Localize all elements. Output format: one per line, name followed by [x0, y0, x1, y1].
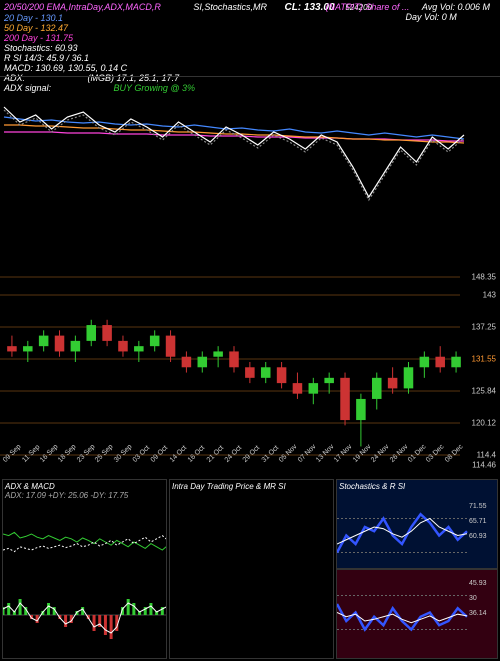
svg-text:65.71: 65.71: [469, 518, 487, 525]
company-name: (NATPIT) Share of ...: [326, 2, 410, 12]
stochastics-panel[interactable]: Stochastics & R SI 71.55 65.71 60.93 45.93…: [336, 479, 498, 659]
adx-macd-title: ADX & MACD: [5, 482, 164, 491]
adx-macd-subtitle: ADX: 17.09 +DY: 25.06 -DY: 17.75: [5, 491, 164, 500]
intraday-title: Intra Day Trading Price & MR SI: [170, 480, 333, 493]
main-price-chart[interactable]: 148.35143137.25131.55125.84120.12114.411…: [0, 76, 500, 457]
svg-text:36.14: 36.14: [469, 610, 487, 617]
stoch-title: Stochastics & R SI: [337, 480, 497, 493]
close-label: CL:: [284, 2, 301, 13]
price-axis: 148.35143137.25131.55125.84120.12114.411…: [458, 77, 498, 457]
avg-vol-value: 0.006 M: [457, 2, 490, 12]
adx-macd-panel[interactable]: ADX & MACD ADX: 17.09 +DY: 25.06 -DY: 17…: [2, 479, 167, 659]
indicators-list-2: SI,Stochastics,MR: [193, 2, 267, 12]
intraday-panel[interactable]: Intra Day Trading Price & MR SI: [169, 479, 334, 659]
indicators-list-1: 20/50/200 EMA,IntraDay,ADX,MACD,R: [4, 2, 161, 12]
ema-50: 50 Day - 132.47: [4, 23, 496, 33]
svg-text:45.93: 45.93: [469, 580, 487, 587]
svg-text:60.93: 60.93: [469, 533, 487, 540]
header-info: 20/50/200 EMA,IntraDay,ADX,MACD,R SI,Sto…: [0, 0, 500, 76]
svg-text:71.55: 71.55: [469, 503, 487, 510]
macd: MACD: 130.69, 130.55, 0.14 C: [4, 63, 496, 73]
day-vol-label: Day Vol:: [406, 12, 440, 22]
date-axis: 09 Sep11 Sep16 Sep18 Sep23 Sep25 Sep30 S…: [0, 457, 500, 477]
ema-200: 200 Day - 131.75: [4, 33, 496, 43]
svg-text:30: 30: [469, 595, 477, 602]
indicator-panels: ADX & MACD ADX: 17.09 +DY: 25.06 -DY: 17…: [0, 477, 500, 661]
day-vol-value: 0 M: [442, 12, 457, 22]
avg-vol-label: Avg Vol:: [422, 2, 455, 12]
rsi: R SI 14/3: 45.9 / 36.1: [4, 53, 496, 63]
stochastics: Stochastics: 60.93: [4, 43, 496, 53]
